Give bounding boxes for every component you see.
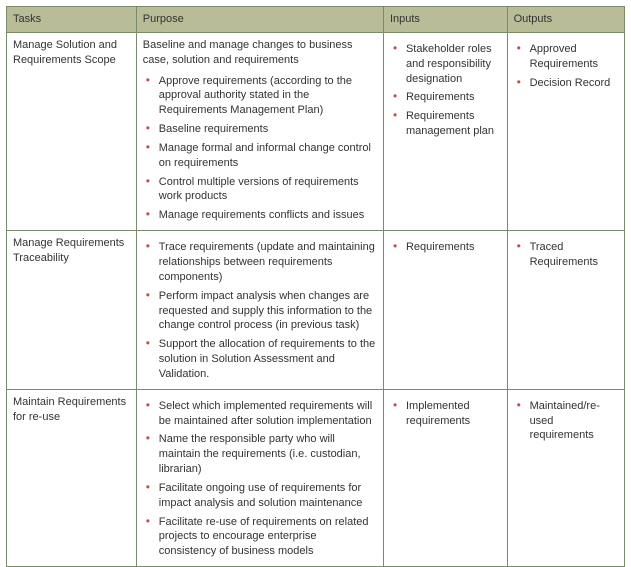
purpose-list: Trace requirements (update and maintaini… (143, 238, 377, 384)
cell-inputs: Stakeholder roles and responsibility des… (383, 32, 507, 230)
purpose-item: Facilitate re-use of requirements on rel… (157, 513, 377, 562)
purpose-item: Select which implemented requirements wi… (157, 397, 377, 431)
table-body: Manage Solution and Requirements Scope Ba… (7, 32, 625, 566)
outputs-item: Decision Record (528, 74, 618, 93)
task-name: Manage Solution and Requirements Scope (13, 39, 117, 66)
col-header-purpose: Purpose (136, 7, 383, 33)
cell-outputs: Traced Requirements (507, 231, 624, 390)
purpose-item: Manage requirements conflicts and issues (157, 206, 377, 225)
purpose-lead: Baseline and manage changes to business … (143, 38, 377, 68)
table-row: Maintain Requirements for re-use Select w… (7, 389, 625, 566)
task-name: Maintain Requirements for re-use (13, 396, 126, 423)
inputs-item: Implemented requirements (404, 397, 501, 431)
cell-outputs: Maintained/re-used requirements (507, 389, 624, 566)
cell-task: Manage Solution and Requirements Scope (7, 32, 137, 230)
inputs-item: Requirements (404, 88, 501, 107)
purpose-item: Perform impact analysis when changes are… (157, 287, 377, 336)
outputs-list: Maintained/re-used requirements (514, 397, 618, 446)
outputs-item: Traced Requirements (528, 238, 618, 272)
cell-outputs: Approved RequirementsDecision Record (507, 32, 624, 230)
cell-task: Manage Requirements Traceability (7, 231, 137, 390)
requirements-mgmt-table: Tasks Purpose Inputs Outputs Manage Solu… (6, 6, 625, 567)
inputs-list: Stakeholder roles and responsibility des… (390, 40, 501, 141)
purpose-item: Support the allocation of requirements t… (157, 335, 377, 384)
cell-inputs: Requirements (383, 231, 507, 390)
task-name: Manage Requirements Traceability (13, 237, 124, 264)
purpose-item: Name the responsible party who will main… (157, 430, 377, 479)
inputs-list: Requirements (390, 238, 501, 257)
col-header-inputs: Inputs (383, 7, 507, 33)
inputs-item: Stakeholder roles and responsibility des… (404, 40, 501, 89)
purpose-item: Approve requirements (according to the a… (157, 72, 377, 121)
cell-inputs: Implemented requirements (383, 389, 507, 566)
col-header-outputs: Outputs (507, 7, 624, 33)
purpose-item: Facilitate ongoing use of requirements f… (157, 479, 377, 513)
purpose-item: Control multiple versions of requirement… (157, 173, 377, 207)
purpose-list: Approve requirements (according to the a… (143, 72, 377, 226)
outputs-item: Maintained/re-used requirements (528, 397, 618, 446)
cell-purpose: Baseline and manage changes to business … (136, 32, 383, 230)
inputs-item: Requirements (404, 238, 501, 257)
inputs-list: Implemented requirements (390, 397, 501, 431)
table-row: Manage Requirements Traceability Trace re… (7, 231, 625, 390)
inputs-item: Requirements management plan (404, 107, 501, 141)
purpose-list: Select which implemented requirements wi… (143, 397, 377, 561)
col-header-tasks: Tasks (7, 7, 137, 33)
purpose-item: Baseline requirements (157, 120, 377, 139)
cell-purpose: Trace requirements (update and maintaini… (136, 231, 383, 390)
outputs-item: Approved Requirements (528, 40, 618, 74)
purpose-item: Trace requirements (update and maintaini… (157, 238, 377, 287)
purpose-item: Manage formal and informal change contro… (157, 139, 377, 173)
outputs-list: Traced Requirements (514, 238, 618, 272)
cell-task: Maintain Requirements for re-use (7, 389, 137, 566)
table-row: Manage Solution and Requirements Scope Ba… (7, 32, 625, 230)
cell-purpose: Select which implemented requirements wi… (136, 389, 383, 566)
table-header-row: Tasks Purpose Inputs Outputs (7, 7, 625, 33)
outputs-list: Approved RequirementsDecision Record (514, 40, 618, 93)
